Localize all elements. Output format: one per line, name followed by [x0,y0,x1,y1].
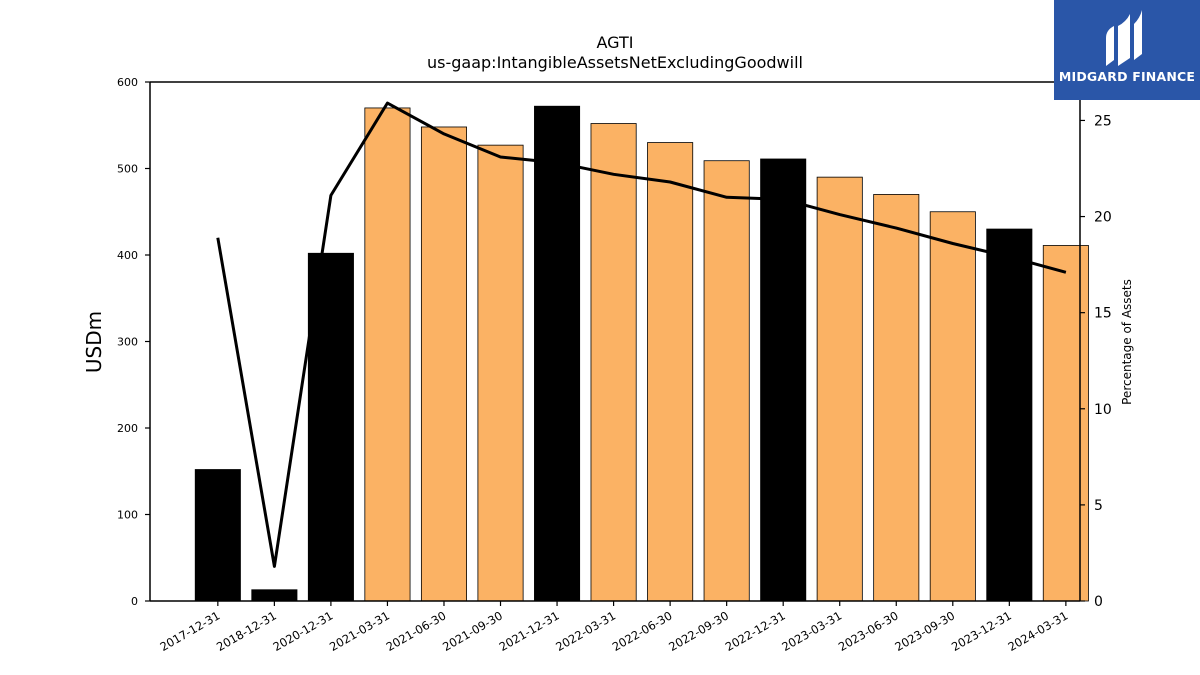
x-tick-label-2023-06-30: 2023-06-30 [836,608,901,654]
x-tick-label-2021-03-31: 2021-03-31 [327,608,392,654]
bar-2023-03-31 [816,176,863,602]
bar-2022-03-31 [590,123,637,602]
y2-tick-label-0: 0 [1094,594,1103,610]
x-tick-label-2018-12-31: 2018-12-31 [214,608,279,654]
bar-2024-03-31 [1042,245,1089,602]
x-tick-label-2021-06-30: 2021-06-30 [384,608,449,654]
y2-tick-label-10: 10 [1094,402,1112,418]
bar-2023-06-30 [873,194,920,602]
bar-2021-03-31 [364,107,411,602]
x-tick-label-2020-12-31: 2020-12-31 [271,608,336,654]
y-tick-label-200: 200 [117,422,138,435]
x-tick-label-2022-12-31: 2022-12-31 [723,608,788,654]
brand-logo: MIDGARD FINANCE [1054,0,1200,100]
x-tick-label-2022-06-30: 2022-06-30 [610,608,675,654]
line-percentage-of-assets [216,101,1067,568]
bar-2022-12-31 [760,158,807,602]
x-tick-label-2021-12-31: 2021-12-31 [497,608,562,654]
logo-text: MIDGARD FINANCE [1058,69,1196,84]
midgard-logo-icon [1106,10,1142,66]
y-tick-label-300: 300 [117,336,138,349]
bar-2023-12-31 [986,228,1033,602]
y-tick-label-600: 600 [117,76,138,89]
x-tick-label-2023-03-31: 2023-03-31 [779,608,844,654]
bar-2020-12-31 [307,252,354,602]
bar-2022-09-30 [703,160,750,602]
bar-2022-06-30 [647,142,694,602]
x-tick-label-2023-09-30: 2023-09-30 [892,608,957,654]
bar-2021-09-30 [477,144,524,602]
x-tick-label-2017-12-31: 2017-12-31 [157,608,222,654]
x-tick-label-2022-09-30: 2022-09-30 [666,608,731,654]
y2-axis-label: Percentage of Assets [1120,279,1134,405]
y2-tick-label-25: 25 [1094,113,1112,129]
x-tick-label-2021-09-30: 2021-09-30 [440,608,505,654]
y-tick-label-400: 400 [117,249,138,262]
bar-2023-09-30 [929,211,976,602]
y-tick-label-100: 100 [117,509,138,522]
x-tick-label-2024-03-31: 2024-03-31 [1005,608,1070,654]
bar-2021-12-31 [534,105,581,602]
y2-tick-label-5: 5 [1094,498,1103,514]
bar-2017-12-31 [194,469,241,602]
y2-tick-label-20: 20 [1094,210,1112,226]
bar-2021-06-30 [420,126,467,602]
x-tick-label-2022-03-31: 2022-03-31 [553,608,618,654]
chart-title: AGTI [597,33,634,52]
y-axis-label: USDm [82,311,106,373]
y-tick-label-500: 500 [117,163,138,176]
bar-2018-12-31 [251,589,298,602]
x-tick-label-2023-12-31: 2023-12-31 [949,608,1014,654]
y2-tick-label-15: 15 [1094,306,1112,322]
chart-subtitle: us-gaap:IntangibleAssetsNetExcludingGood… [427,53,803,72]
y-tick-label-0: 0 [131,595,138,608]
